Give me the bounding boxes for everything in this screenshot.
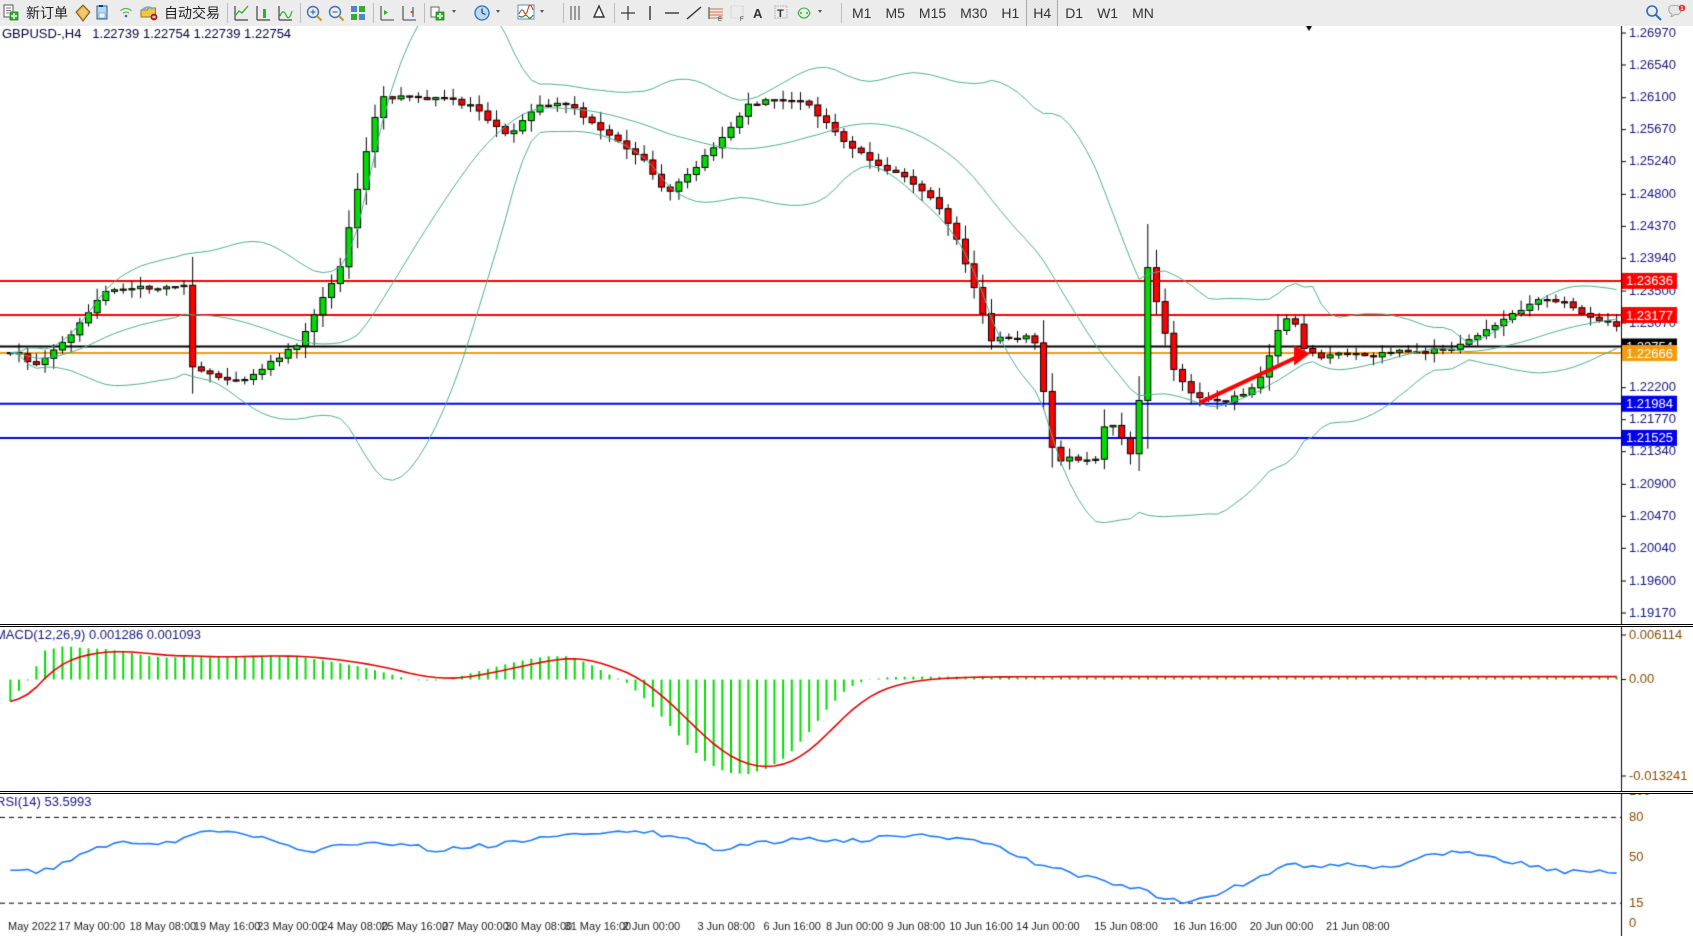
svg-text:F: F bbox=[740, 17, 744, 22]
svg-text:A: A bbox=[753, 6, 763, 21]
svg-text:E: E bbox=[718, 17, 722, 22]
svg-text:1: 1 bbox=[1680, 6, 1683, 12]
svg-text:T: T bbox=[777, 8, 784, 20]
